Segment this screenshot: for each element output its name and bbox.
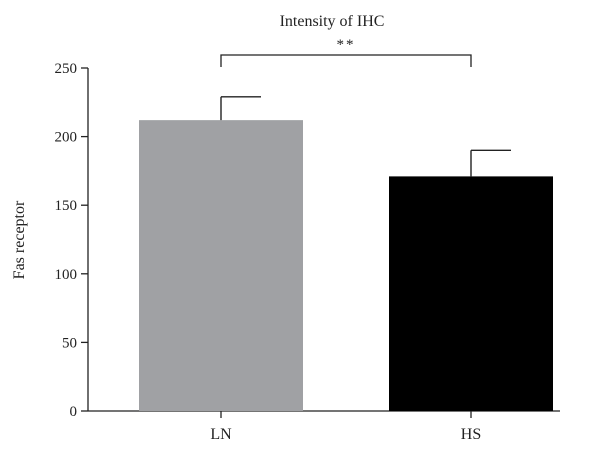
y-tick-label: 200 [55, 130, 78, 146]
bar-hs [389, 176, 553, 411]
significance-bracket-line [220, 54, 472, 67]
y-axis-label: Fas receptor [11, 200, 28, 279]
significance-bracket: ** [220, 37, 472, 67]
y-tick-label: 50 [62, 335, 77, 351]
x-tick-label-ln: LN [210, 426, 232, 443]
bars [139, 120, 553, 412]
y-tick-label: 100 [55, 267, 78, 283]
x-tick-label-hs: HS [461, 426, 481, 443]
y-tick-label: 250 [55, 61, 78, 77]
bar-ln [139, 120, 303, 412]
y-tick-label: 0 [70, 404, 78, 420]
chart-title: Intensity of IHC [280, 13, 385, 30]
significance-label: ** [337, 37, 356, 53]
error-bars [220, 96, 511, 177]
y-tick-label: 150 [55, 198, 78, 214]
